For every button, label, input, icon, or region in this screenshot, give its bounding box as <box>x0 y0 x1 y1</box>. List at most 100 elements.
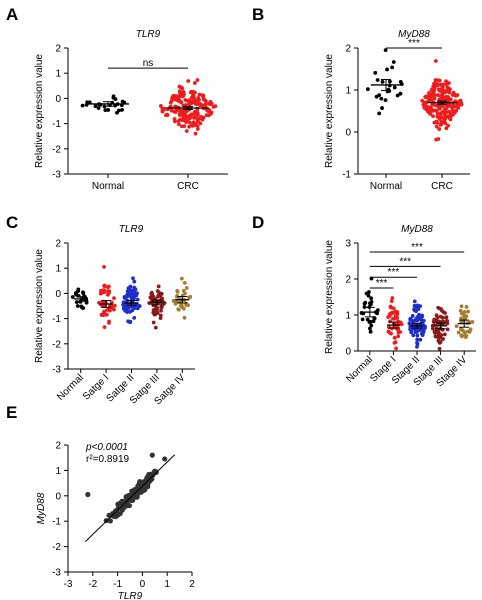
data-point <box>365 317 370 322</box>
data-point <box>188 120 192 125</box>
y-tick-label: 1 <box>55 264 61 275</box>
data-point <box>176 98 180 103</box>
significance-label: *** <box>408 38 420 49</box>
data-point <box>393 340 398 345</box>
data-point <box>445 85 450 90</box>
data-point <box>369 296 374 301</box>
data-point <box>445 81 450 86</box>
data-point <box>436 305 441 310</box>
data-point <box>176 307 181 312</box>
data-point <box>106 108 111 112</box>
data-point <box>390 296 395 300</box>
data-point <box>465 321 470 325</box>
y-tick-label: -1 <box>52 314 61 325</box>
data-point <box>159 308 163 313</box>
data-point <box>371 319 376 324</box>
data-point <box>202 97 207 102</box>
x-tick-label: Normal <box>344 354 375 385</box>
data-point <box>369 299 374 304</box>
y-tick-label: -3 <box>52 170 61 181</box>
data-point <box>193 131 198 136</box>
data-point <box>437 346 442 351</box>
y-tick-label: 2 <box>55 44 61 55</box>
data-point <box>459 100 464 105</box>
panel-d: D MyD88 0 1 2 3 Relative expression value Norma… <box>252 213 476 389</box>
data-point <box>182 315 187 320</box>
data-point <box>396 319 400 324</box>
x-axis-label: TLR9 <box>118 591 143 600</box>
data-point <box>440 315 445 320</box>
data-point <box>130 308 135 313</box>
data-point <box>451 90 456 95</box>
data-point <box>428 110 433 115</box>
data-point <box>443 311 447 315</box>
data-point <box>155 307 159 312</box>
data-point <box>201 115 206 120</box>
data-point <box>420 333 425 337</box>
data-point <box>394 346 398 351</box>
data-point <box>436 87 441 92</box>
data-point <box>195 78 200 82</box>
data-point <box>175 95 180 99</box>
panel-label: C <box>6 213 18 232</box>
y-tick-label: 1 <box>345 86 351 97</box>
data-point <box>467 330 472 334</box>
data-point <box>196 112 200 117</box>
data-point <box>415 342 420 346</box>
data-point <box>108 308 112 313</box>
data-point <box>84 300 89 305</box>
data-point <box>395 93 400 98</box>
data-point <box>181 93 186 98</box>
data-point <box>390 65 395 70</box>
data-point <box>415 315 420 320</box>
y-tick-label: -3 <box>52 365 61 376</box>
data-point <box>121 303 126 307</box>
panel-title: MyD88 <box>401 224 433 235</box>
data-point <box>380 106 384 110</box>
data-point <box>415 333 420 338</box>
data-point <box>434 108 439 113</box>
data-point <box>149 291 154 296</box>
y-axis-label: MyD88 <box>36 492 47 524</box>
series-1 <box>80 94 129 115</box>
data-point <box>149 452 155 458</box>
series-1 <box>359 276 380 334</box>
data-point <box>163 107 168 111</box>
data-point <box>191 120 196 125</box>
data-point <box>394 310 399 315</box>
data-point <box>120 504 126 510</box>
data-point <box>391 306 396 311</box>
data-point <box>439 115 444 120</box>
data-point <box>447 90 452 95</box>
significance-label: *** <box>388 267 400 278</box>
data-point <box>191 123 195 128</box>
data-point <box>432 329 437 334</box>
data-point <box>132 279 137 284</box>
x-tick-label: CRC <box>431 181 453 192</box>
data-point <box>197 92 202 97</box>
data-point <box>110 510 116 517</box>
significance-label: *** <box>411 242 423 253</box>
data-point <box>184 129 189 133</box>
data-point <box>192 109 197 114</box>
data-point <box>177 122 181 127</box>
data-point <box>440 84 445 89</box>
data-point <box>134 293 139 297</box>
data-point <box>181 306 186 311</box>
data-point <box>185 115 190 120</box>
data-point <box>437 127 442 131</box>
series-4 <box>147 284 167 330</box>
x-tick-label: 2 <box>189 579 195 590</box>
data-point <box>128 319 133 324</box>
data-point <box>386 87 391 92</box>
y-tick-label: -3 <box>52 568 61 579</box>
data-point <box>437 78 442 83</box>
data-point <box>444 115 449 119</box>
data-point <box>112 307 116 312</box>
data-point <box>454 104 459 109</box>
data-point <box>436 137 441 141</box>
data-point <box>116 108 121 113</box>
data-point <box>129 288 134 293</box>
data-point <box>415 318 420 323</box>
data-point <box>107 518 113 524</box>
